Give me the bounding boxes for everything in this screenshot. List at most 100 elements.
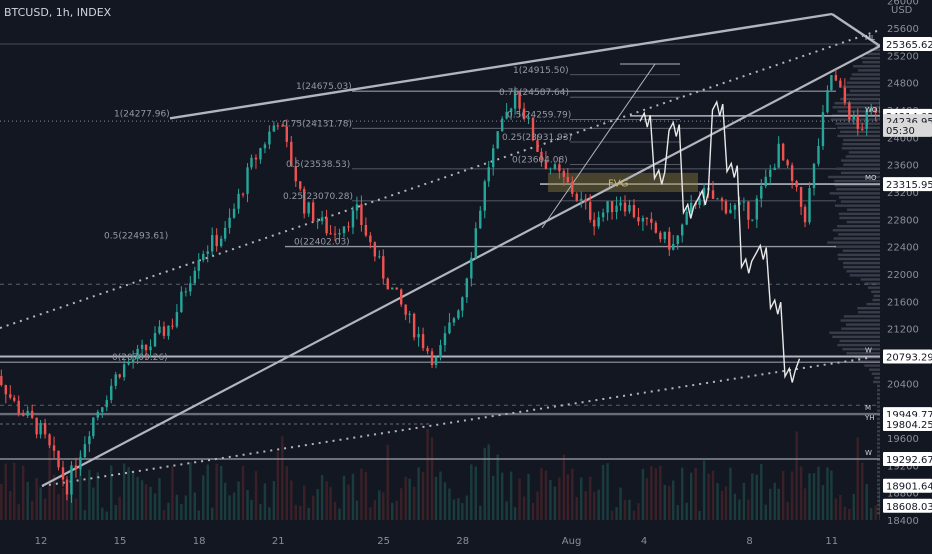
- volume-bar: [374, 500, 376, 520]
- time-axis[interactable]: 121518212528Aug48111518222528: [0, 530, 932, 550]
- volume-bar: [246, 490, 248, 520]
- volume-bar: [268, 507, 270, 520]
- candle-body: [356, 204, 358, 210]
- volume-bar: [611, 511, 613, 520]
- volume-bar: [127, 467, 129, 520]
- volume-profile-bar: [847, 209, 880, 211]
- volume-profile-bar: [837, 135, 880, 137]
- volume-bar: [408, 479, 410, 520]
- volume-bar: [417, 467, 419, 520]
- volume-profile-bar: [877, 430, 880, 432]
- volume-bar: [848, 509, 850, 520]
- candle-body: [198, 260, 200, 271]
- volume-bar: [597, 490, 599, 520]
- candle-body: [48, 434, 50, 445]
- candle-body: [672, 244, 674, 250]
- candle-body: [457, 311, 459, 319]
- candle-body: [479, 211, 481, 229]
- volume-bar: [615, 507, 617, 520]
- volume-bar: [88, 470, 90, 520]
- volume-profile-bar: [847, 221, 880, 223]
- volume-profile-bar: [841, 159, 880, 161]
- price-tag-code: M: [865, 404, 871, 412]
- volume-bar: [642, 469, 644, 520]
- volume-bar: [369, 507, 371, 520]
- volume-bar: [312, 496, 314, 520]
- volume-bar: [738, 499, 740, 520]
- volume-profile-bar: [877, 446, 880, 448]
- candle-body: [163, 327, 165, 336]
- candle-body: [734, 205, 736, 210]
- candle-body: [791, 165, 793, 181]
- candle-body: [808, 188, 810, 222]
- volume-bar: [220, 466, 222, 520]
- volume-bar: [57, 494, 59, 520]
- candle-body: [774, 168, 776, 170]
- volume-bar: [813, 473, 815, 520]
- volume-profile-bar: [871, 291, 880, 293]
- price-tag-code: MO: [865, 174, 877, 182]
- x-tick-label: 4: [641, 536, 647, 547]
- volume-profile-bar: [850, 274, 880, 276]
- volume-bar: [167, 503, 169, 520]
- price-tag-value: 20793.29: [886, 352, 932, 363]
- volume-profile-bar: [877, 504, 880, 506]
- volume-bar: [808, 473, 810, 520]
- candle-body: [352, 210, 354, 227]
- volume-profile-bar: [831, 118, 880, 120]
- candle-body: [57, 451, 59, 468]
- volume-profile-bar: [853, 65, 880, 67]
- volume-bar: [303, 485, 305, 520]
- volume-bar: [839, 495, 841, 520]
- candle-body: [9, 394, 11, 397]
- y-tick-label: 25200: [887, 51, 919, 62]
- candle-body: [580, 199, 582, 201]
- volume-bar: [725, 487, 727, 520]
- price-tag-code: W: [865, 449, 872, 457]
- volume-bar: [650, 466, 652, 520]
- candle-body: [786, 160, 788, 165]
- y-tick-label: 18400: [887, 516, 919, 527]
- candle-body: [659, 233, 661, 240]
- candle-body: [611, 201, 613, 212]
- volume-bar: [786, 502, 788, 520]
- candle-body: [246, 167, 248, 193]
- volume-bar: [422, 472, 424, 520]
- volume-bar: [75, 499, 77, 520]
- candle-body: [777, 144, 779, 168]
- volume-bar: [866, 484, 868, 520]
- candle-body: [698, 198, 700, 205]
- candle-body: [461, 297, 463, 310]
- candle-body: [215, 235, 217, 246]
- candle-body: [585, 199, 587, 202]
- candle-body: [167, 326, 169, 336]
- candle-body: [22, 413, 24, 416]
- volume-bar: [800, 467, 802, 520]
- volume-profile-bar: [877, 487, 880, 489]
- volume-bar: [606, 463, 608, 520]
- volume-profile-bar: [834, 245, 880, 247]
- volume-bar: [233, 492, 235, 520]
- volume-profile-bar: [877, 389, 880, 391]
- candle-body: [88, 436, 90, 444]
- candle-body: [765, 177, 767, 186]
- volume-profile-bar: [840, 340, 880, 342]
- volume-profile-bar: [858, 311, 880, 313]
- candle-body: [110, 386, 112, 400]
- volume-profile-bar: [839, 217, 880, 219]
- volume-bar: [176, 495, 178, 520]
- candle-body: [259, 148, 261, 159]
- volume-bar: [637, 503, 639, 520]
- volume-bar: [255, 471, 257, 520]
- volume-profile-bar: [841, 319, 880, 321]
- volume-profile-bar: [877, 500, 880, 502]
- volume-bar: [518, 479, 520, 520]
- candle-body: [0, 376, 2, 385]
- fib-label: 0(20709.26): [112, 353, 168, 363]
- volume-bar: [18, 504, 20, 520]
- volume-bar: [132, 471, 134, 520]
- candle-body: [853, 116, 855, 120]
- volume-profile-bar: [861, 57, 880, 59]
